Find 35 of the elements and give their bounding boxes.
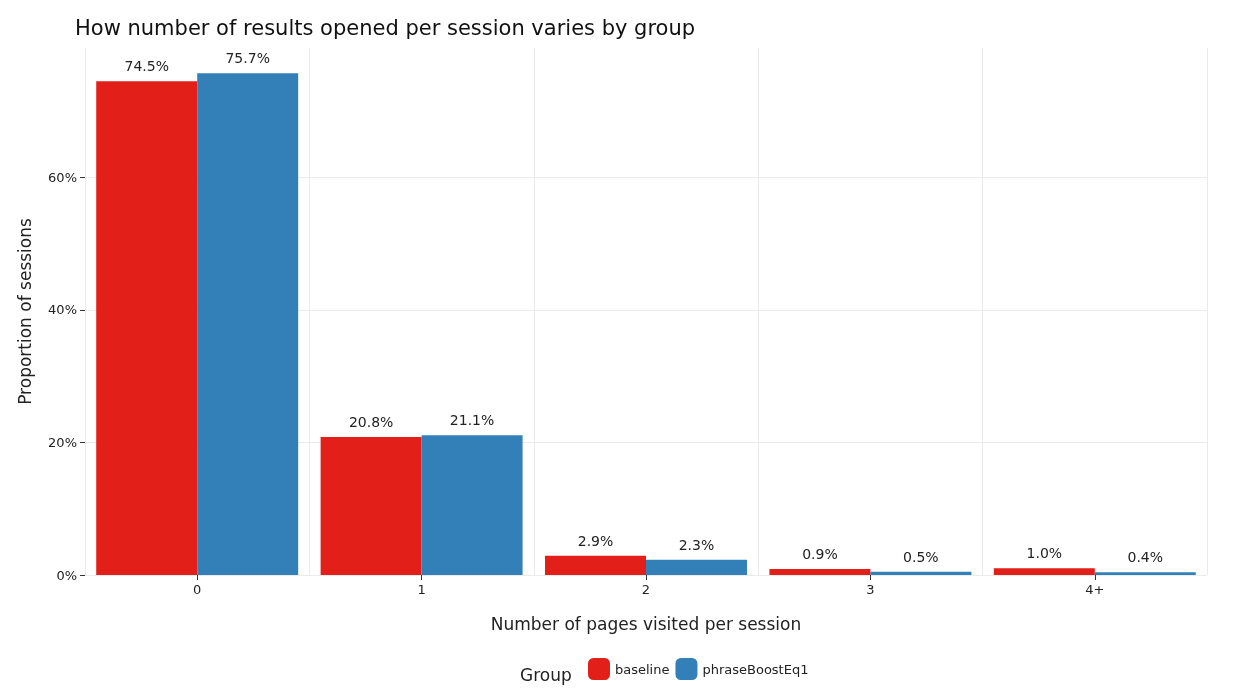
data-label: 2.9% (577, 532, 614, 549)
y-axis-title: Proportion of sessions (14, 218, 35, 405)
data-label: 2.3% (678, 536, 715, 553)
x-tick-label: 3 (866, 582, 875, 597)
bar (197, 73, 299, 575)
bar (320, 437, 422, 575)
data-label: 0.9% (802, 546, 838, 563)
legend-title: Group (520, 664, 572, 685)
y-tick-label: 0% (56, 567, 77, 583)
data-label: 74.5% (124, 58, 169, 75)
x-tick-label: 1 (417, 582, 426, 597)
bar (96, 81, 198, 575)
y-tick-label: 40% (48, 302, 77, 318)
bar (646, 559, 747, 575)
data-label: 21.1% (449, 412, 495, 429)
x-tick-label: 2 (641, 582, 651, 597)
legend-label: baseline (615, 661, 670, 677)
data-label: 20.8% (348, 414, 394, 431)
y-tick-label: 60% (48, 169, 77, 185)
y-tick-label: 20% (48, 434, 77, 450)
legend-label: phraseBoostEq1 (702, 661, 809, 677)
x-tick-label: 4+ (1085, 582, 1105, 597)
data-label: 1.0% (1026, 545, 1063, 562)
data-label: 0.5% (903, 548, 939, 565)
bar (421, 435, 523, 575)
x-axis-title: Number of pages visited per session (490, 613, 802, 634)
chart-title: How number of results opened per session varies by group (75, 15, 696, 40)
data-label: 0.4% (1127, 549, 1164, 566)
bar (1094, 572, 1196, 575)
data-label: 75.7% (225, 50, 270, 67)
bar (993, 568, 1095, 575)
bar (870, 571, 972, 575)
bar (545, 555, 646, 575)
bar (769, 569, 871, 575)
x-tick-label: 0 (193, 582, 202, 597)
